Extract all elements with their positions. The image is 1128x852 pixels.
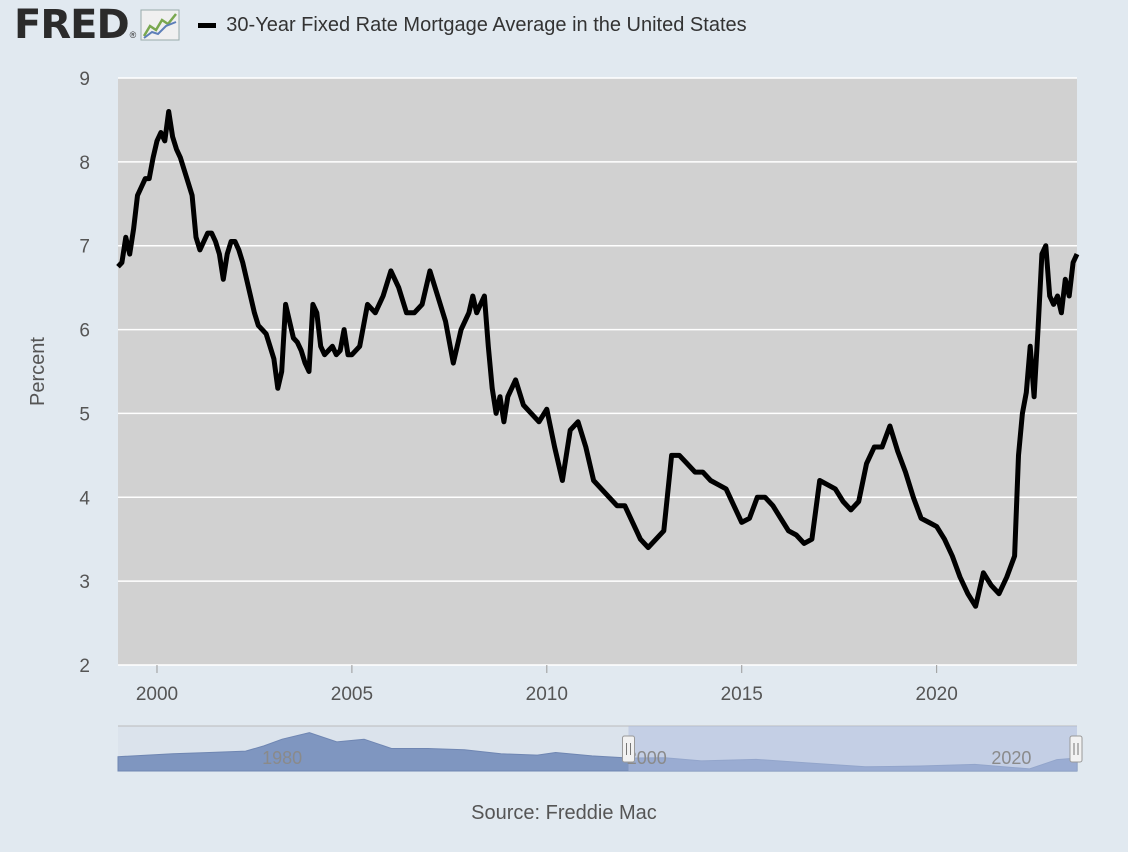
fred-logo[interactable]: FRED xyxy=(14,2,130,48)
navigator-handle-right[interactable] xyxy=(1069,735,1083,763)
x-tick-label-2000: 2000 xyxy=(136,684,178,705)
legend-label[interactable]: 30-Year Fixed Rate Mortgage Average in t… xyxy=(226,13,747,36)
x-tick-label-2010: 2010 xyxy=(526,684,568,705)
navigator-selection[interactable] xyxy=(628,726,1077,771)
y-tick-label-3: 3 xyxy=(79,572,90,593)
x-tick-labels: 2000 2005 2010 2015 2020 xyxy=(136,665,958,705)
logo-registered-mark: ® xyxy=(129,30,137,40)
y-tick-label-5: 5 xyxy=(79,404,90,425)
x-tick-label-2005: 2005 xyxy=(331,684,373,705)
y-tick-label-6: 6 xyxy=(79,321,90,342)
plot-background xyxy=(118,78,1077,665)
y-tick-label-8: 8 xyxy=(79,153,90,174)
legend-swatch xyxy=(198,22,217,28)
header: FRED ® 30-Year Fixed Rate Mortgage Avera… xyxy=(14,0,747,50)
x-tick-label-2020: 2020 xyxy=(916,684,958,705)
navigator[interactable]: 1980 2000 2020 xyxy=(117,725,1083,772)
line-chart-icon xyxy=(140,9,180,41)
x-tick-label-2015: 2015 xyxy=(721,684,763,705)
y-tick-label-7: 7 xyxy=(79,237,90,258)
navigator-tick-label-2020: 2020 xyxy=(991,748,1031,768)
y-tick-label-2: 2 xyxy=(79,656,90,677)
y-tick-label-9: 9 xyxy=(79,69,90,90)
y-axis-label: Percent xyxy=(27,337,49,406)
gridlines xyxy=(118,77,1077,666)
source-text: Source: Freddie Mac xyxy=(471,802,657,824)
y-tick-label-4: 4 xyxy=(79,488,90,509)
y-tick-labels: 2 3 4 5 6 7 8 9 xyxy=(79,69,90,677)
navigator-tick-label-2000: 2000 xyxy=(627,748,667,768)
series-line-mortgage-rate[interactable] xyxy=(116,109,1080,609)
navigator-handle-left[interactable] xyxy=(621,735,635,763)
navigator-tick-label-1980: 1980 xyxy=(262,748,302,768)
